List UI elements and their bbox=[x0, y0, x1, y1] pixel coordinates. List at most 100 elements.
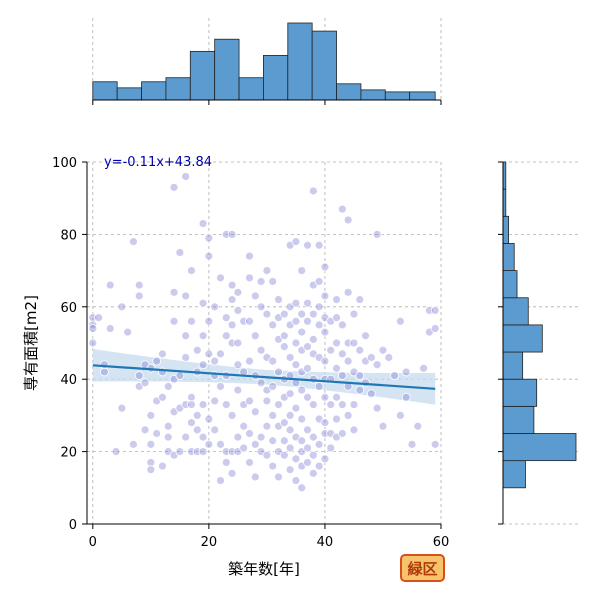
scatter-point bbox=[401, 392, 411, 402]
scatter-point bbox=[303, 298, 312, 308]
y-hist-bar bbox=[502, 324, 543, 353]
scatter-point bbox=[245, 251, 254, 261]
scatter-point bbox=[291, 298, 301, 308]
x-hist-bar bbox=[238, 77, 264, 101]
scatter-point bbox=[227, 320, 237, 330]
scatter-point bbox=[303, 425, 312, 435]
x-hist-bar bbox=[287, 22, 313, 101]
scatter-point bbox=[227, 410, 237, 420]
district-badge-box bbox=[400, 554, 445, 582]
scatter-point bbox=[146, 439, 156, 449]
y-hist-bar bbox=[502, 270, 518, 299]
scatter-point bbox=[332, 295, 341, 304]
y-hist-bar bbox=[502, 433, 577, 462]
scatter-point bbox=[192, 345, 202, 355]
scatter-point bbox=[250, 291, 260, 301]
scatter-point bbox=[314, 302, 324, 312]
scatter-point bbox=[308, 450, 318, 460]
scatter-point bbox=[204, 251, 214, 261]
scatter-point bbox=[279, 342, 289, 352]
scatter-point bbox=[326, 345, 336, 355]
scatter-point bbox=[366, 389, 376, 399]
scatter-point bbox=[256, 378, 266, 388]
scatter-point bbox=[355, 385, 365, 395]
scatter-point bbox=[134, 371, 144, 380]
scatter-point bbox=[181, 432, 191, 442]
scatter-point bbox=[216, 476, 225, 485]
scatter-point bbox=[378, 345, 388, 355]
district-badge-label: 緑区 bbox=[407, 560, 437, 578]
scatter-point bbox=[129, 439, 138, 449]
scatter-point bbox=[291, 360, 301, 370]
scatter-point bbox=[297, 309, 307, 319]
scatter-point bbox=[320, 454, 330, 464]
scatter-point bbox=[175, 447, 185, 457]
scatter-point bbox=[221, 313, 231, 323]
scatter-point bbox=[198, 432, 208, 442]
scatter-point bbox=[221, 458, 231, 467]
x-axis-title: 築年数[年] bbox=[228, 560, 300, 578]
scatter-point bbox=[129, 237, 138, 247]
scatter-point bbox=[268, 382, 278, 391]
scatter-point bbox=[163, 421, 173, 431]
y-tick-label: 20 bbox=[60, 446, 77, 461]
scatter-point bbox=[169, 287, 179, 297]
scatter-point bbox=[297, 327, 307, 337]
x-hist-bar bbox=[336, 83, 362, 101]
scatter-point bbox=[285, 425, 295, 435]
scatter-point bbox=[395, 316, 405, 326]
scatter-point bbox=[198, 400, 208, 409]
scatter-point bbox=[140, 425, 150, 435]
scatter-point bbox=[285, 389, 295, 399]
scatter-point bbox=[320, 327, 330, 337]
scatter-point bbox=[227, 468, 237, 478]
scatter-point bbox=[233, 385, 243, 395]
scatter-point bbox=[239, 421, 249, 431]
scatter-point bbox=[378, 421, 388, 431]
scatter-point bbox=[337, 371, 347, 380]
x-marginal-histogram bbox=[92, 22, 442, 105]
scatter-point bbox=[216, 382, 225, 391]
x-hist-bar bbox=[116, 87, 142, 101]
scatter-point bbox=[279, 450, 289, 460]
scatter-point bbox=[233, 338, 243, 348]
scatter-point bbox=[158, 392, 167, 402]
x-hist-bar bbox=[409, 91, 436, 101]
scatter-point bbox=[227, 280, 237, 290]
x-tick-label: 60 bbox=[433, 535, 450, 550]
scatter-point bbox=[326, 443, 336, 453]
scatter-point bbox=[169, 316, 179, 326]
scatter-point bbox=[181, 291, 191, 301]
scatter-point bbox=[303, 342, 312, 352]
x-hist-bar bbox=[384, 91, 411, 101]
scatter-point bbox=[285, 465, 295, 475]
scatter-point bbox=[337, 349, 347, 359]
scatter-point bbox=[94, 313, 104, 323]
scatter-point bbox=[111, 447, 121, 457]
scatter-point bbox=[332, 392, 341, 402]
scatter-point bbox=[134, 291, 144, 301]
scatter-point bbox=[430, 439, 440, 449]
scatter-point bbox=[430, 306, 440, 315]
scatter-point bbox=[343, 410, 353, 420]
scatter-point bbox=[210, 302, 220, 312]
scatter-point bbox=[250, 407, 260, 417]
scatter-point bbox=[268, 410, 278, 420]
scatter-point bbox=[303, 240, 312, 250]
scatter-point bbox=[163, 382, 173, 391]
scatter-point bbox=[245, 429, 254, 438]
scatter-point bbox=[163, 432, 173, 442]
x-hist-bar bbox=[165, 77, 191, 101]
x-tick-label: 20 bbox=[201, 535, 218, 550]
scatter-point bbox=[204, 233, 214, 243]
scatter-point bbox=[274, 400, 283, 409]
scatter-point bbox=[291, 237, 301, 247]
scatter-point bbox=[355, 371, 365, 380]
scatter-point bbox=[314, 382, 324, 391]
scatter-point bbox=[303, 316, 312, 326]
scatter-point bbox=[326, 400, 336, 409]
scatter-point bbox=[366, 353, 376, 362]
scatter-point bbox=[210, 356, 220, 366]
scatter-point bbox=[250, 331, 260, 341]
scatter-point bbox=[355, 345, 365, 355]
